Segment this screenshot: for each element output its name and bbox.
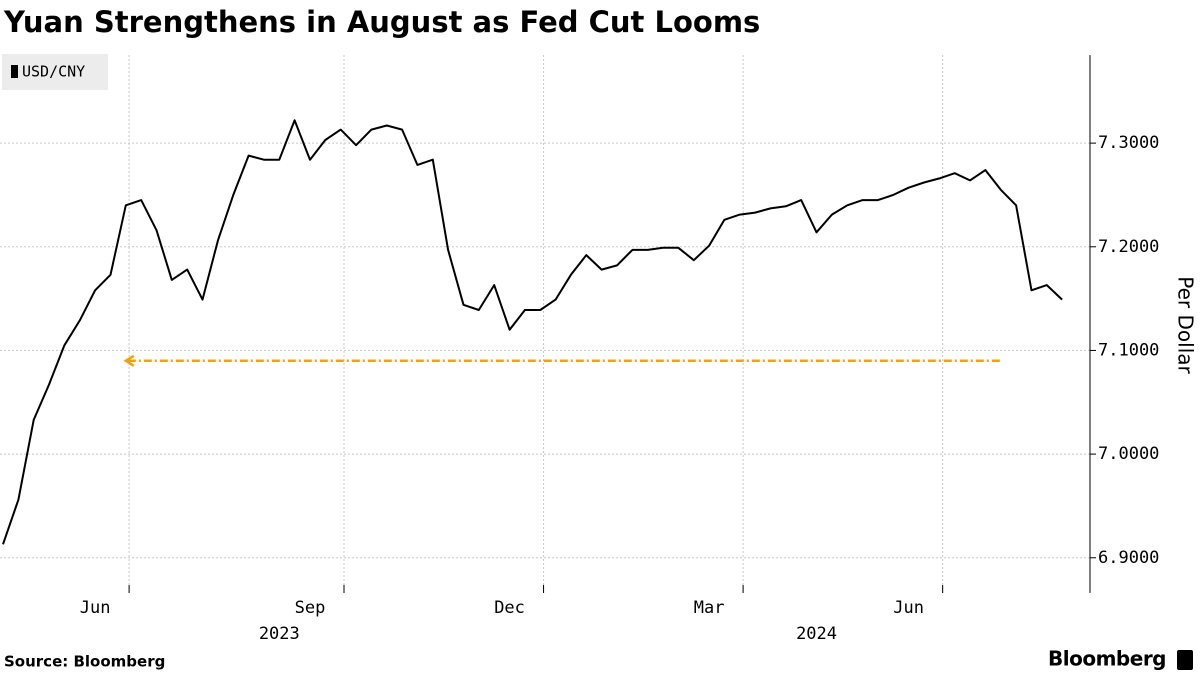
x-tick-label: Dec bbox=[494, 598, 525, 618]
y-axis-label: Per Dollar bbox=[1174, 276, 1198, 374]
legend-swatch bbox=[11, 65, 18, 78]
x-tick-label: Jun bbox=[893, 598, 924, 618]
x-tick-label: Jun bbox=[80, 598, 111, 618]
y-tick-label: 7.2000 bbox=[1098, 237, 1159, 257]
y-tick-label: 7.1000 bbox=[1098, 340, 1159, 360]
brand: Bloomberg bbox=[1048, 647, 1166, 671]
chart-title: Yuan Strengthens in August as Fed Cut Lo… bbox=[3, 5, 760, 39]
source: Source: Bloomberg bbox=[4, 653, 165, 671]
y-tick-label: 7.3000 bbox=[1098, 133, 1159, 153]
annotation-arrowhead bbox=[123, 354, 135, 367]
legend-label: USD/CNY bbox=[22, 63, 85, 81]
legend-box bbox=[2, 54, 108, 90]
x-tick-label: Sep bbox=[295, 598, 326, 618]
brand-icon bbox=[1177, 650, 1193, 670]
series-line bbox=[2, 119, 1063, 545]
y-tick-label: 7.0000 bbox=[1098, 444, 1159, 464]
y-tick-label: 6.9000 bbox=[1098, 548, 1159, 568]
x-year-label: 2024 bbox=[796, 624, 837, 644]
x-tick-label: Mar bbox=[694, 598, 725, 618]
x-year-label: 2023 bbox=[259, 624, 300, 644]
